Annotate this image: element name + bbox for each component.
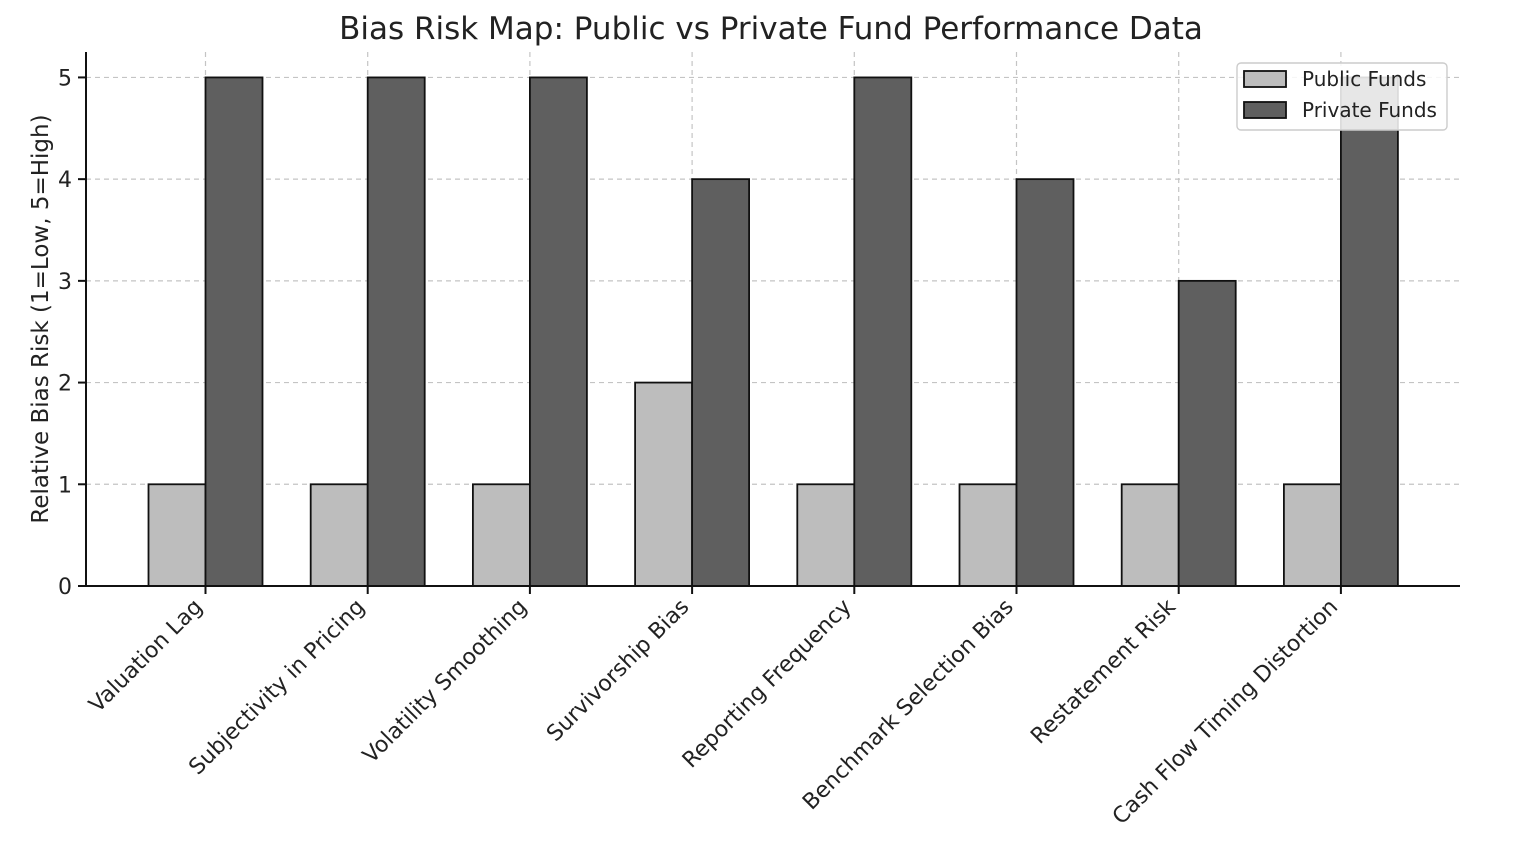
legend-swatch-public-funds xyxy=(1243,70,1287,88)
y-tick-label: 1 xyxy=(58,473,72,498)
x-tick-label-survivorship-bias: Survivorship Bias xyxy=(542,595,694,747)
bar-private-funds-volatility-smoothing xyxy=(529,76,588,587)
x-tick-label-subjectivity-in-pricing: Subjectivity in Pricing xyxy=(184,595,369,780)
bar-private-funds-subjectivity-in-pricing xyxy=(366,76,426,587)
bar-private-funds-cash-flow-timing-distortion xyxy=(1340,76,1399,587)
x-tick-label-volatility-smoothing: Volatility Smoothing xyxy=(358,595,532,769)
bar-public-funds-volatility-smoothing xyxy=(471,483,531,587)
bar-private-funds-restatement-risk xyxy=(1177,279,1237,587)
y-tick-label: 0 xyxy=(58,575,72,600)
bar-private-funds-valuation-lag xyxy=(204,76,264,587)
bar-public-funds-subjectivity-in-pricing xyxy=(309,483,369,587)
bar-private-funds-benchmark-selection-bias xyxy=(1015,178,1075,587)
grid-lines xyxy=(86,52,1460,586)
legend: Public Funds Private Funds xyxy=(1236,62,1448,131)
bars xyxy=(147,76,1399,587)
chart-title: Bias Risk Map: Public vs Private Fund Pe… xyxy=(339,11,1203,47)
legend-swatch-private-funds xyxy=(1243,101,1287,119)
y-tick-label: 4 xyxy=(58,168,72,193)
y-tick-labels: 0 1 2 3 4 5 xyxy=(58,66,86,600)
bar-public-funds-benchmark-selection-bias xyxy=(958,483,1018,587)
bar-private-funds-survivorship-bias xyxy=(691,178,750,587)
axes xyxy=(85,52,1460,587)
legend-label-public-funds: Public Funds xyxy=(1302,67,1426,91)
legend-label-private-funds: Private Funds xyxy=(1302,98,1437,122)
y-axis-label: Relative Bias Risk (1=Low, 5=High) xyxy=(28,114,54,523)
bar-public-funds-cash-flow-timing-distortion xyxy=(1283,483,1342,587)
x-tick-label-restatement-risk: Restatement Risk xyxy=(1026,594,1181,749)
bar-public-funds-reporting-frequency xyxy=(796,483,856,587)
y-tick-label: 2 xyxy=(58,372,72,397)
x-tick-label-valuation-lag: Valuation Lag xyxy=(85,595,208,718)
bar-public-funds-restatement-risk xyxy=(1120,483,1180,587)
bar-public-funds-valuation-lag xyxy=(147,483,207,587)
bar-private-funds-reporting-frequency xyxy=(853,76,913,587)
legend-box xyxy=(1236,62,1448,131)
y-tick-label: 3 xyxy=(58,270,72,295)
bar-public-funds-survivorship-bias xyxy=(634,381,693,587)
x-tick-label-reporting-frequency: Reporting Frequency xyxy=(678,595,857,774)
y-tick-label: 5 xyxy=(58,66,72,91)
